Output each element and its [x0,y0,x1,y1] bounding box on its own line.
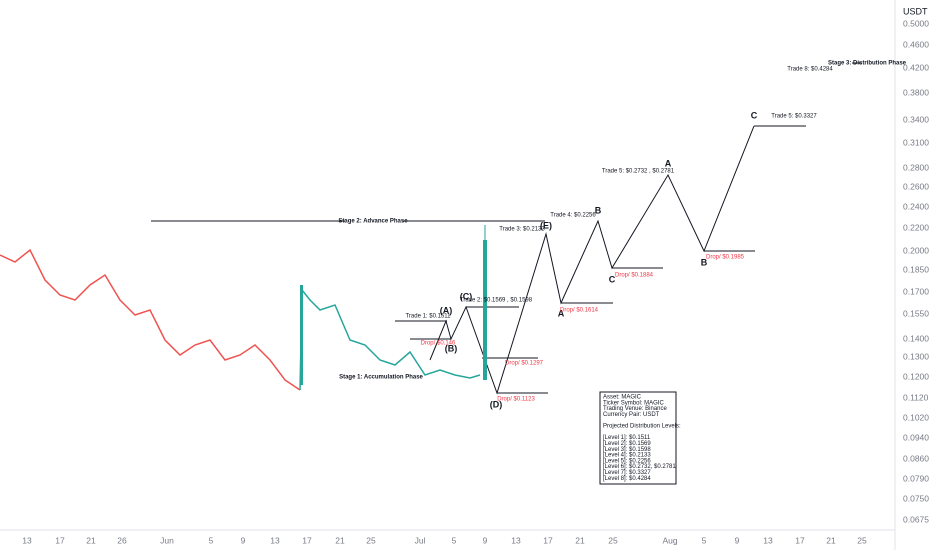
time-label: Jul [415,535,426,545]
info-line: Trading Venue: Binance [603,406,667,412]
price-label: 0.1850 [903,264,929,274]
time-label: 9 [241,535,246,545]
info-line: [Level 6]: $0.2732, $0.2781 [603,464,676,470]
time-label: 26 [117,535,127,545]
annotation: Drop/ $0.1985 [706,255,745,261]
annotation: (A) [440,305,453,315]
annotation: Trade 1: $0.1511 [405,314,451,320]
time-label: 13 [511,535,521,545]
annotation: Trade 5: $0.2732 , $0.2781 [602,169,675,175]
time-label: 9 [735,535,740,545]
annotation: Drop/ $0.1297 [505,361,544,367]
price-label: 0.2000 [903,245,929,255]
price-label: 0.3800 [903,87,929,97]
annotation: Stage 3: Distribution Phase [828,61,907,67]
time-label: 25 [857,535,867,545]
price-label: 0.0790 [903,473,929,483]
info-line: [Level 1]: $0.1511 [603,435,651,441]
annotation: C [751,110,758,120]
time-label: 13 [22,535,32,545]
price-label: 0.0675 [903,514,929,524]
info-line: Currency Pair: USDT [603,412,660,418]
price-label: 0.4600 [903,39,929,49]
annotation: Drop/ $0.146 [421,341,456,347]
price-label: 0.2800 [903,162,929,172]
annotation: Drop/ $0.1884 [615,273,654,279]
time-label: 5 [702,535,707,545]
annotation: Stage 1: Accumulation Phase [339,375,423,381]
price-label: 0.0940 [903,432,929,442]
time-label: 25 [366,535,376,545]
time-label: 17 [795,535,805,545]
info-line: [Level 5]: $0.2256 [603,458,651,464]
time-label: 5 [452,535,457,545]
price-label: 0.3400 [903,114,929,124]
price-label: 0.2600 [903,181,929,191]
annotation: Trade 3: $0.2133 [499,227,545,233]
time-label: 13 [270,535,280,545]
projection-path [429,125,755,395]
price-label: 0.4200 [903,62,929,72]
annotation: Trade 8: $0.4284 [787,67,833,73]
price-unit: USDT [903,6,928,16]
time-label: 5 [209,535,214,545]
annotation: Trade 2: $0.1569 , $0.1598 [460,298,533,304]
annotation: A [558,308,565,318]
price-label: 0.1700 [903,286,929,296]
annotation: Stage 2: Advance Phase [338,219,408,225]
price-label: 0.0860 [903,453,929,463]
time-label: Jun [160,535,174,545]
annotation: C [609,274,616,284]
time-label: 25 [608,535,618,545]
price-label: 0.1120 [903,392,929,402]
info-line: Asset: MAGIC [603,395,642,401]
time-label: 17 [302,535,312,545]
time-label: 21 [86,535,96,545]
annotation: (C) [460,291,473,301]
info-line: [Level 4]: $0.2133 [603,453,651,459]
info-line: [Level 2]: $0.1569 [603,441,651,447]
annotation: B [701,257,708,267]
info-line: [Level 8]: $0.4284 [603,476,651,482]
annotation: Drop/ $0.1614 [560,308,599,314]
annotation: (D) [490,399,503,409]
time-label: 17 [543,535,553,545]
info-box [599,391,677,485]
time-label: 13 [763,535,773,545]
annotation: B [595,205,602,215]
price-label: 0.1200 [903,371,929,381]
price-label: 0.3100 [903,137,929,147]
time-label: Aug [662,535,677,545]
time-label: 21 [575,535,585,545]
drawings [151,62,862,395]
info-line: Ticker Symbol: MAGIC [603,400,664,406]
annotation: (B) [445,343,458,353]
price-label: 0.2200 [903,222,929,232]
price-label: 0.0750 [903,493,929,503]
info-box-frame [599,391,677,485]
annotation: Trade 5: $0.3327 [771,114,817,120]
time-label: 9 [483,535,488,545]
price-label: 0.1400 [903,333,929,343]
time-label: 21 [826,535,836,545]
time-label: 21 [335,535,345,545]
info-line: Projected Distribution Levels: [603,424,681,430]
price-label: 0.1020 [903,412,929,422]
annotation: Trade 4: $0.2256 [550,213,596,219]
annotation: (E) [540,220,552,230]
info-line: [Level 7]: $0.3327 [603,470,651,476]
price-series [0,225,487,391]
annotation: Drop/ $0.1123 [497,397,535,403]
annotation: A [665,158,672,168]
price-label: 0.1300 [903,351,929,361]
price-label: 0.5000 [903,18,929,28]
price-label: 0.2400 [903,201,929,211]
time-label: 17 [55,535,65,545]
info-line: [Level 3]: $0.1598 [603,447,651,453]
price-label: 0.1550 [903,308,929,318]
